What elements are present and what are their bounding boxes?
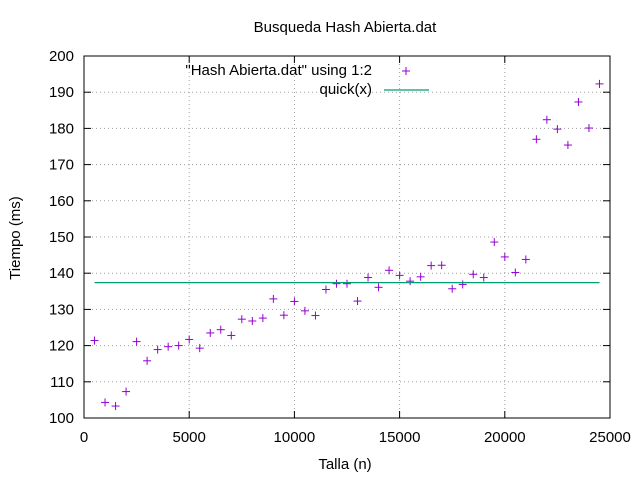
x-tick-label: 10000 <box>274 429 316 446</box>
data-point <box>290 297 299 306</box>
y-tick-label: 170 <box>49 157 74 174</box>
data-point <box>279 311 288 320</box>
data-point <box>437 261 446 270</box>
legend-marker-points <box>402 67 410 75</box>
grid <box>84 56 610 418</box>
data-point <box>206 328 215 337</box>
y-tick-label: 200 <box>49 48 74 65</box>
data-point <box>416 272 425 281</box>
data-point <box>332 279 341 288</box>
y-tick-label: 180 <box>49 120 74 137</box>
x-tick-label: 15000 <box>379 429 421 446</box>
data-point <box>511 268 520 277</box>
data-point <box>174 341 183 350</box>
data-point <box>311 311 320 320</box>
y-tick-label: 190 <box>49 84 74 101</box>
data-point <box>469 270 478 279</box>
axis-ticks: 0 5000 10000 15000 20000 25000 100 110 120 130 140… <box>49 48 631 446</box>
data-point <box>111 402 120 411</box>
data-point <box>395 271 404 280</box>
y-tick-label: 100 <box>49 410 74 427</box>
data-point <box>153 345 162 354</box>
data-point <box>584 124 593 133</box>
y-tick-label: 120 <box>49 338 74 355</box>
data-point <box>427 261 436 270</box>
data-point <box>143 356 152 365</box>
data-point <box>479 273 488 282</box>
data-point <box>448 284 457 293</box>
data-point <box>164 342 173 351</box>
data-point <box>542 115 551 124</box>
legend-label-points: "Hash Abierta.dat" using 1:2 <box>185 62 372 79</box>
x-tick-label: 5000 <box>173 429 206 446</box>
legend-label-line: quick(x) <box>319 81 372 98</box>
y-tick-label: 110 <box>50 374 74 391</box>
legend: "Hash Abierta.dat" using 1:2 quick(x) <box>185 62 429 98</box>
data-point <box>458 280 467 289</box>
data-point <box>574 97 583 106</box>
x-tick-label: 20000 <box>484 429 526 446</box>
data-point <box>532 135 541 144</box>
y-tick-label: 160 <box>49 193 74 210</box>
plot-border <box>83 55 611 419</box>
data-point <box>521 255 530 264</box>
data-point <box>195 344 204 353</box>
data-point <box>258 314 267 323</box>
data-point <box>227 331 236 340</box>
y-tick-label: 150 <box>49 229 74 246</box>
data-point <box>216 325 225 334</box>
data-point <box>269 294 278 303</box>
y-tick-label: 130 <box>49 301 74 318</box>
data-point <box>237 315 246 324</box>
x-tick-label: 25000 <box>589 429 631 446</box>
data-point <box>406 277 415 286</box>
y-tick-label: 140 <box>49 265 74 282</box>
data-point <box>90 336 99 345</box>
data-point <box>595 79 604 88</box>
data-point <box>343 279 351 288</box>
data-point <box>553 125 562 134</box>
data-point <box>248 316 257 325</box>
data-point <box>300 306 309 315</box>
data-point <box>321 285 330 294</box>
data-point <box>122 387 131 396</box>
data-point <box>353 297 362 306</box>
data-point <box>374 283 383 292</box>
legend-point-symbol <box>402 67 410 75</box>
data-point <box>101 398 110 407</box>
data-point <box>132 337 141 346</box>
x-tick-label: 0 <box>80 429 88 446</box>
y-axis-label: Tiempo (ms) <box>7 196 24 280</box>
chart-title: Busqueda Hash Abierta.dat <box>254 19 437 36</box>
data-point <box>490 238 499 247</box>
data-point <box>563 141 572 150</box>
data-point <box>385 266 394 275</box>
x-axis-label: Talla (n) <box>318 456 371 473</box>
data-point <box>500 252 509 261</box>
data-point <box>364 273 373 282</box>
data-point <box>185 335 194 344</box>
series-layer <box>90 79 604 411</box>
